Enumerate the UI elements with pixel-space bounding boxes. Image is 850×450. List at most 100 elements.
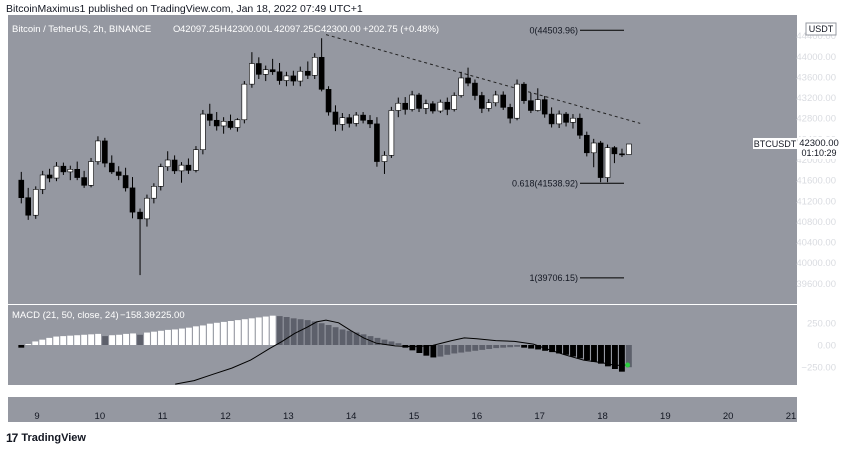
time-tick: 15 (409, 411, 420, 422)
macd-histogram-bar (276, 316, 283, 345)
footer-brand[interactable]: TradingView (21, 432, 86, 444)
macd-histogram-bar (591, 345, 597, 362)
currency-badge (805, 22, 837, 36)
macd-histogram-bar (493, 345, 500, 349)
macd-histogram-bar (39, 339, 46, 345)
candle-body (570, 117, 576, 123)
macd-histogram-bar (304, 320, 311, 345)
candle-body (227, 121, 234, 128)
candle-body (32, 189, 39, 216)
macd-line (175, 319, 628, 385)
macd-histogram-bar (213, 322, 220, 345)
macd-histogram-bar (206, 323, 213, 345)
macd-histogram-bar (611, 345, 618, 369)
time-tick: 18 (597, 411, 608, 422)
macd-histogram-bar (409, 345, 416, 351)
candle-body (409, 94, 415, 110)
candle-body (437, 101, 444, 112)
price-tick: 39600.00 (796, 279, 836, 290)
candle-body (325, 89, 332, 113)
macd-histogram-bar (500, 345, 507, 348)
candle-body (465, 77, 471, 84)
time-tick: 11 (158, 411, 168, 422)
candle-body (311, 57, 318, 76)
price-tick: 44400.00 (796, 31, 836, 42)
price-tick: 43600.00 (796, 72, 836, 83)
macd-histogram-bar (535, 345, 542, 350)
macd-histogram-bar (178, 328, 185, 345)
candle-body (492, 94, 499, 104)
macd-histogram-bar (95, 333, 102, 345)
time-tick: 21 (786, 411, 797, 422)
candle-body (430, 103, 436, 112)
macd-histogram-bar (255, 317, 262, 345)
candle-body (151, 186, 157, 199)
macd-histogram-bar (172, 329, 178, 345)
trendline (325, 34, 641, 124)
macd-histogram-bar (290, 318, 297, 345)
candle-body (129, 187, 136, 213)
time-tick: 9 (34, 411, 39, 422)
macd-histogram-bar (67, 335, 74, 345)
ohlc-value: 42097.25 (180, 24, 220, 35)
macd-histogram-bar (416, 345, 423, 353)
macd-histogram-bar (25, 344, 32, 345)
candle-body (521, 83, 527, 101)
fib-level-label: 1(39706.15) (529, 273, 578, 283)
candle-body (444, 101, 451, 110)
macd-histogram-bar (381, 339, 388, 345)
macd-histogram-bar (241, 319, 248, 345)
time-axis-pane (8, 397, 797, 422)
candle-body (262, 69, 269, 75)
macd-histogram-bar (444, 345, 451, 355)
macd-histogram-bar (584, 345, 590, 361)
candle-body (283, 75, 290, 81)
candle-body (249, 63, 255, 85)
candle-body (388, 110, 395, 156)
macd-histogram-bar (185, 327, 192, 345)
macd-histogram-bar (144, 332, 150, 345)
macd-histogram-bar (18, 345, 25, 348)
macd-histogram-bar (339, 329, 346, 345)
candle-body (305, 70, 311, 76)
candle-body (108, 162, 115, 173)
price-tick: 40000.00 (796, 258, 836, 269)
candle-body (88, 161, 94, 186)
candle-body (137, 211, 143, 220)
macd-histogram-bar (486, 345, 493, 349)
macd-histogram-bar (395, 343, 402, 345)
candle-body (360, 114, 366, 121)
macd-histogram-bar (507, 345, 514, 348)
candle-body (514, 83, 520, 119)
macd-histogram-bar (521, 345, 528, 348)
ohlc-change: +202.75 (+0.48%) (363, 24, 439, 35)
candle-body (74, 169, 81, 178)
currency-label: USDT (809, 24, 834, 34)
candle-body (395, 102, 402, 111)
candle-body (178, 164, 185, 172)
candle-body (528, 100, 534, 111)
price-tick: 40800.00 (796, 217, 836, 228)
macd-histogram-bar (514, 345, 521, 347)
macd-histogram-bar (234, 320, 241, 345)
macd-histogram-bar (297, 319, 304, 345)
candle-body (115, 171, 122, 176)
fib-level-label: 0(44503.96) (529, 25, 578, 35)
macd-histogram-bar (220, 321, 227, 345)
symbol-label-box (753, 138, 797, 150)
candle-body (374, 123, 380, 162)
macd-histogram-bar (598, 345, 604, 364)
macd-histogram-bar (116, 334, 122, 345)
macd-value: −158.30 (120, 310, 155, 321)
macd-histogram-bar (360, 334, 367, 345)
macd-histogram-bar (81, 334, 88, 345)
macd-histogram-bar (283, 317, 290, 345)
tradingview-logo-icon[interactable]: 17 (6, 431, 18, 445)
candle-body (381, 155, 388, 162)
price-tick: 41200.00 (796, 196, 836, 207)
candle-body (290, 75, 297, 82)
macd-tick: 250.00 (807, 318, 836, 329)
macd-histogram-bar (262, 316, 269, 345)
candle-body (479, 95, 485, 109)
